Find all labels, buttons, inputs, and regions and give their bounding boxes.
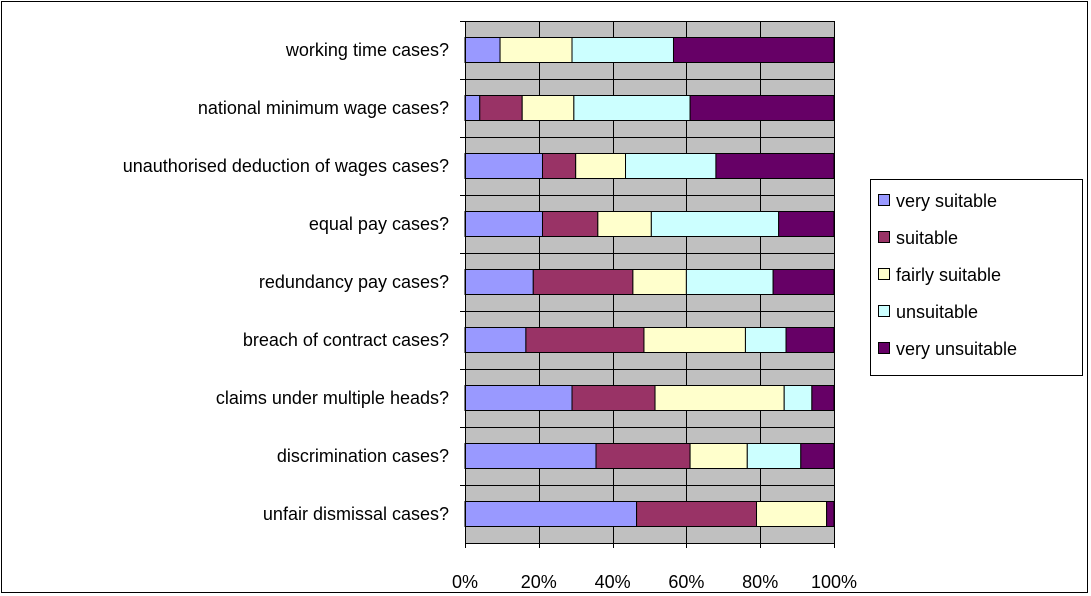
bar-segment <box>715 153 835 179</box>
legend-label: unsuitable <box>896 302 978 322</box>
bar-segment <box>575 153 627 179</box>
bar-segment <box>636 501 758 527</box>
bar-segment <box>672 37 835 63</box>
bar-segment <box>778 211 835 237</box>
category-label: national minimum wage cases? <box>198 98 449 118</box>
bar-segment <box>464 37 501 63</box>
bar-segment <box>689 443 748 469</box>
legend: very suitable suitable fairly suitable unsu… <box>870 179 1083 376</box>
bar-segment <box>541 211 599 237</box>
tick-label: 0% <box>452 572 478 592</box>
bar-segment <box>541 153 577 179</box>
bar-segment <box>595 443 691 469</box>
category-label: equal pay cases? <box>309 214 449 234</box>
legend-swatch <box>878 342 890 354</box>
bar-segment <box>521 95 575 121</box>
bar-segment <box>464 501 638 527</box>
bar-segment <box>643 327 746 353</box>
bar-segment <box>772 269 835 295</box>
category-label: discrimination cases? <box>277 446 449 466</box>
legend-box <box>870 179 1083 376</box>
category-label: claims under multiple heads? <box>216 388 449 408</box>
tick-label: 20% <box>521 572 557 592</box>
bar-segment <box>464 385 573 411</box>
category-label: breach of contract cases? <box>243 330 449 350</box>
category-label: redundancy pay cases? <box>259 272 449 292</box>
legend-label: very suitable <box>896 191 997 211</box>
bar-segment <box>783 385 813 411</box>
bar-segment <box>573 95 691 121</box>
bar-segment <box>811 385 835 411</box>
bar-segment <box>597 211 652 237</box>
category-label: unfair dismissal cases? <box>263 504 449 524</box>
bar-segment <box>464 327 527 353</box>
bar-segment <box>785 327 835 353</box>
category-label: unauthorised deduction of wages cases? <box>123 156 449 176</box>
bar-segment <box>464 269 534 295</box>
tick-label: 60% <box>668 572 704 592</box>
bar-segment <box>800 443 835 469</box>
bar-segment <box>625 153 717 179</box>
bar-segment <box>744 327 787 353</box>
legend-label: very unsuitable <box>896 339 1017 359</box>
bar-segment <box>571 37 674 63</box>
category-label: working time cases? <box>285 40 449 60</box>
bar-segment <box>479 95 523 121</box>
bar-segment <box>756 501 828 527</box>
tick-label: 80% <box>742 572 778 592</box>
bar-segment <box>464 153 543 179</box>
bar-segment <box>532 269 634 295</box>
legend-label: fairly suitable <box>896 265 1001 285</box>
bar-segment <box>685 269 774 295</box>
bar-segment <box>689 95 835 121</box>
bar-segment <box>654 385 785 411</box>
legend-swatch <box>878 268 890 280</box>
legend-swatch <box>878 194 890 206</box>
bar-segment <box>632 269 687 295</box>
legend-swatch <box>878 305 890 317</box>
bar-segment <box>571 385 656 411</box>
bar-segment <box>525 327 645 353</box>
tick-label: 100% <box>811 572 857 592</box>
bar-segment <box>464 443 597 469</box>
bar-segment <box>464 211 543 237</box>
category-axis: working time cases? national minimum wage… <box>123 21 465 524</box>
bar-segment <box>746 443 802 469</box>
bar-segment <box>464 95 481 121</box>
bar-segment <box>826 501 835 527</box>
bar-segment <box>499 37 573 63</box>
plot-area <box>464 21 835 548</box>
legend-label: suitable <box>896 228 958 248</box>
legend-swatch <box>878 231 890 243</box>
value-axis: 0% 20% 40% 60% 80% 100% <box>452 543 857 592</box>
tick-label: 40% <box>595 572 631 592</box>
bar-segment <box>650 211 780 237</box>
